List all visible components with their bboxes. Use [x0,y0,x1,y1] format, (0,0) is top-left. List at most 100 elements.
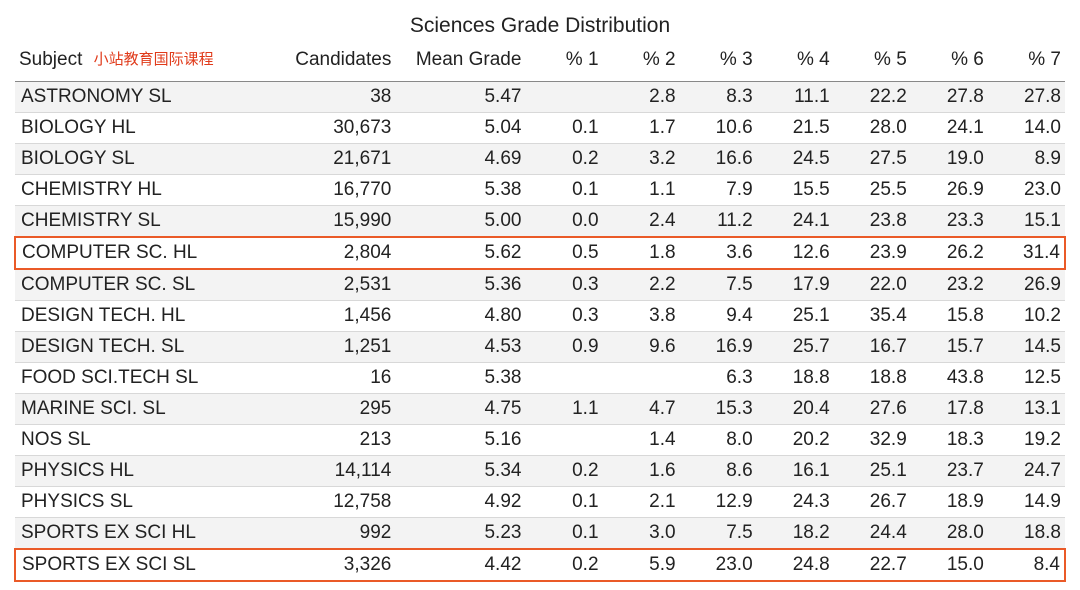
cell-p4: 20.4 [757,394,834,425]
cell-p6: 26.9 [911,175,988,206]
cell-mean: 5.38 [395,363,525,394]
cell-p1: 0.2 [525,456,602,487]
cell-p3: 7.5 [680,269,757,301]
cell-candidates: 14,114 [265,456,395,487]
col-p5: % 5 [834,42,911,82]
cell-p1: 0.2 [525,549,602,581]
table-row: COMPUTER SC. HL2,8045.620.51.83.612.623.… [15,237,1065,269]
cell-subject: SPORTS EX SCI SL [15,549,265,581]
cell-p5: 23.8 [834,206,911,238]
cell-candidates: 21,671 [265,144,395,175]
cell-candidates: 1,251 [265,332,395,363]
table-row: ASTRONOMY SL385.472.88.311.122.227.827.8 [15,82,1065,113]
table-body: ASTRONOMY SL385.472.88.311.122.227.827.8… [15,82,1065,582]
table-row: CHEMISTRY SL15,9905.000.02.411.224.123.8… [15,206,1065,238]
cell-p2: 1.4 [603,425,680,456]
cell-p1: 0.3 [525,269,602,301]
cell-candidates: 15,990 [265,206,395,238]
cell-p5: 25.5 [834,175,911,206]
cell-p7: 24.7 [988,456,1065,487]
cell-p4: 12.6 [757,237,834,269]
cell-p2: 1.8 [603,237,680,269]
col-p1: % 1 [525,42,602,82]
col-subject-label: Subject [19,49,82,70]
cell-p5: 23.9 [834,237,911,269]
cell-candidates: 16,770 [265,175,395,206]
cell-subject: CHEMISTRY SL [15,206,265,238]
cell-p5: 22.7 [834,549,911,581]
cell-mean: 4.80 [395,301,525,332]
cell-subject: FOOD SCI.TECH SL [15,363,265,394]
cell-p6: 23.7 [911,456,988,487]
cell-p7: 14.5 [988,332,1065,363]
cell-p3: 8.0 [680,425,757,456]
cell-subject: DESIGN TECH. HL [15,301,265,332]
cell-p3: 7.9 [680,175,757,206]
cell-p4: 17.9 [757,269,834,301]
table-row: CHEMISTRY HL16,7705.380.11.17.915.525.52… [15,175,1065,206]
cell-p5: 22.0 [834,269,911,301]
cell-p1: 0.1 [525,113,602,144]
cell-mean: 5.00 [395,206,525,238]
cell-p4: 16.1 [757,456,834,487]
cell-subject: BIOLOGY SL [15,144,265,175]
cell-p5: 16.7 [834,332,911,363]
cell-p7: 14.0 [988,113,1065,144]
cell-p3: 8.3 [680,82,757,113]
cell-subject: SPORTS EX SCI HL [15,518,265,550]
cell-mean: 4.75 [395,394,525,425]
cell-candidates: 3,326 [265,549,395,581]
cell-subject: DESIGN TECH. SL [15,332,265,363]
col-subject: Subject 小站教育国际课程 [15,42,265,82]
cell-p3: 16.9 [680,332,757,363]
table-row: COMPUTER SC. SL2,5315.360.32.27.517.922.… [15,269,1065,301]
cell-p1: 0.1 [525,487,602,518]
cell-p7: 26.9 [988,269,1065,301]
table-row: SPORTS EX SCI SL3,3264.420.25.923.024.82… [15,549,1065,581]
cell-p3: 23.0 [680,549,757,581]
cell-p4: 20.2 [757,425,834,456]
cell-p7: 14.9 [988,487,1065,518]
cell-p6: 26.2 [911,237,988,269]
cell-p6: 18.3 [911,425,988,456]
cell-p4: 18.2 [757,518,834,550]
cell-p1: 0.2 [525,144,602,175]
cell-p5: 28.0 [834,113,911,144]
cell-candidates: 1,456 [265,301,395,332]
cell-mean: 5.36 [395,269,525,301]
cell-p5: 35.4 [834,301,911,332]
col-candidates: Candidates [265,42,395,82]
cell-p4: 21.5 [757,113,834,144]
cell-mean: 5.23 [395,518,525,550]
cell-p5: 27.6 [834,394,911,425]
cell-candidates: 2,804 [265,237,395,269]
cell-p3: 11.2 [680,206,757,238]
cell-subject: PHYSICS HL [15,456,265,487]
cell-p4: 25.7 [757,332,834,363]
table-row: BIOLOGY HL30,6735.040.11.710.621.528.024… [15,113,1065,144]
cell-p5: 18.8 [834,363,911,394]
table-row: MARINE SCI. SL2954.751.14.715.320.427.61… [15,394,1065,425]
col-p4: % 4 [757,42,834,82]
cell-p6: 17.8 [911,394,988,425]
table-row: BIOLOGY SL21,6714.690.23.216.624.527.519… [15,144,1065,175]
table-row: PHYSICS HL14,1145.340.21.68.616.125.123.… [15,456,1065,487]
cell-p2: 9.6 [603,332,680,363]
cell-subject: COMPUTER SC. HL [15,237,265,269]
table-row: NOS SL2135.161.48.020.232.918.319.2 [15,425,1065,456]
cell-subject: PHYSICS SL [15,487,265,518]
cell-p2: 3.0 [603,518,680,550]
cell-p2: 5.9 [603,549,680,581]
table-row: FOOD SCI.TECH SL165.386.318.818.843.812.… [15,363,1065,394]
cell-p1: 0.5 [525,237,602,269]
col-p7: % 7 [988,42,1065,82]
cell-mean: 5.16 [395,425,525,456]
cell-p6: 27.8 [911,82,988,113]
cell-mean: 4.92 [395,487,525,518]
cell-p6: 23.2 [911,269,988,301]
cell-p5: 32.9 [834,425,911,456]
cell-p6: 15.7 [911,332,988,363]
table-row: PHYSICS SL12,7584.920.12.112.924.326.718… [15,487,1065,518]
cell-p1: 0.3 [525,301,602,332]
cell-p2: 2.8 [603,82,680,113]
